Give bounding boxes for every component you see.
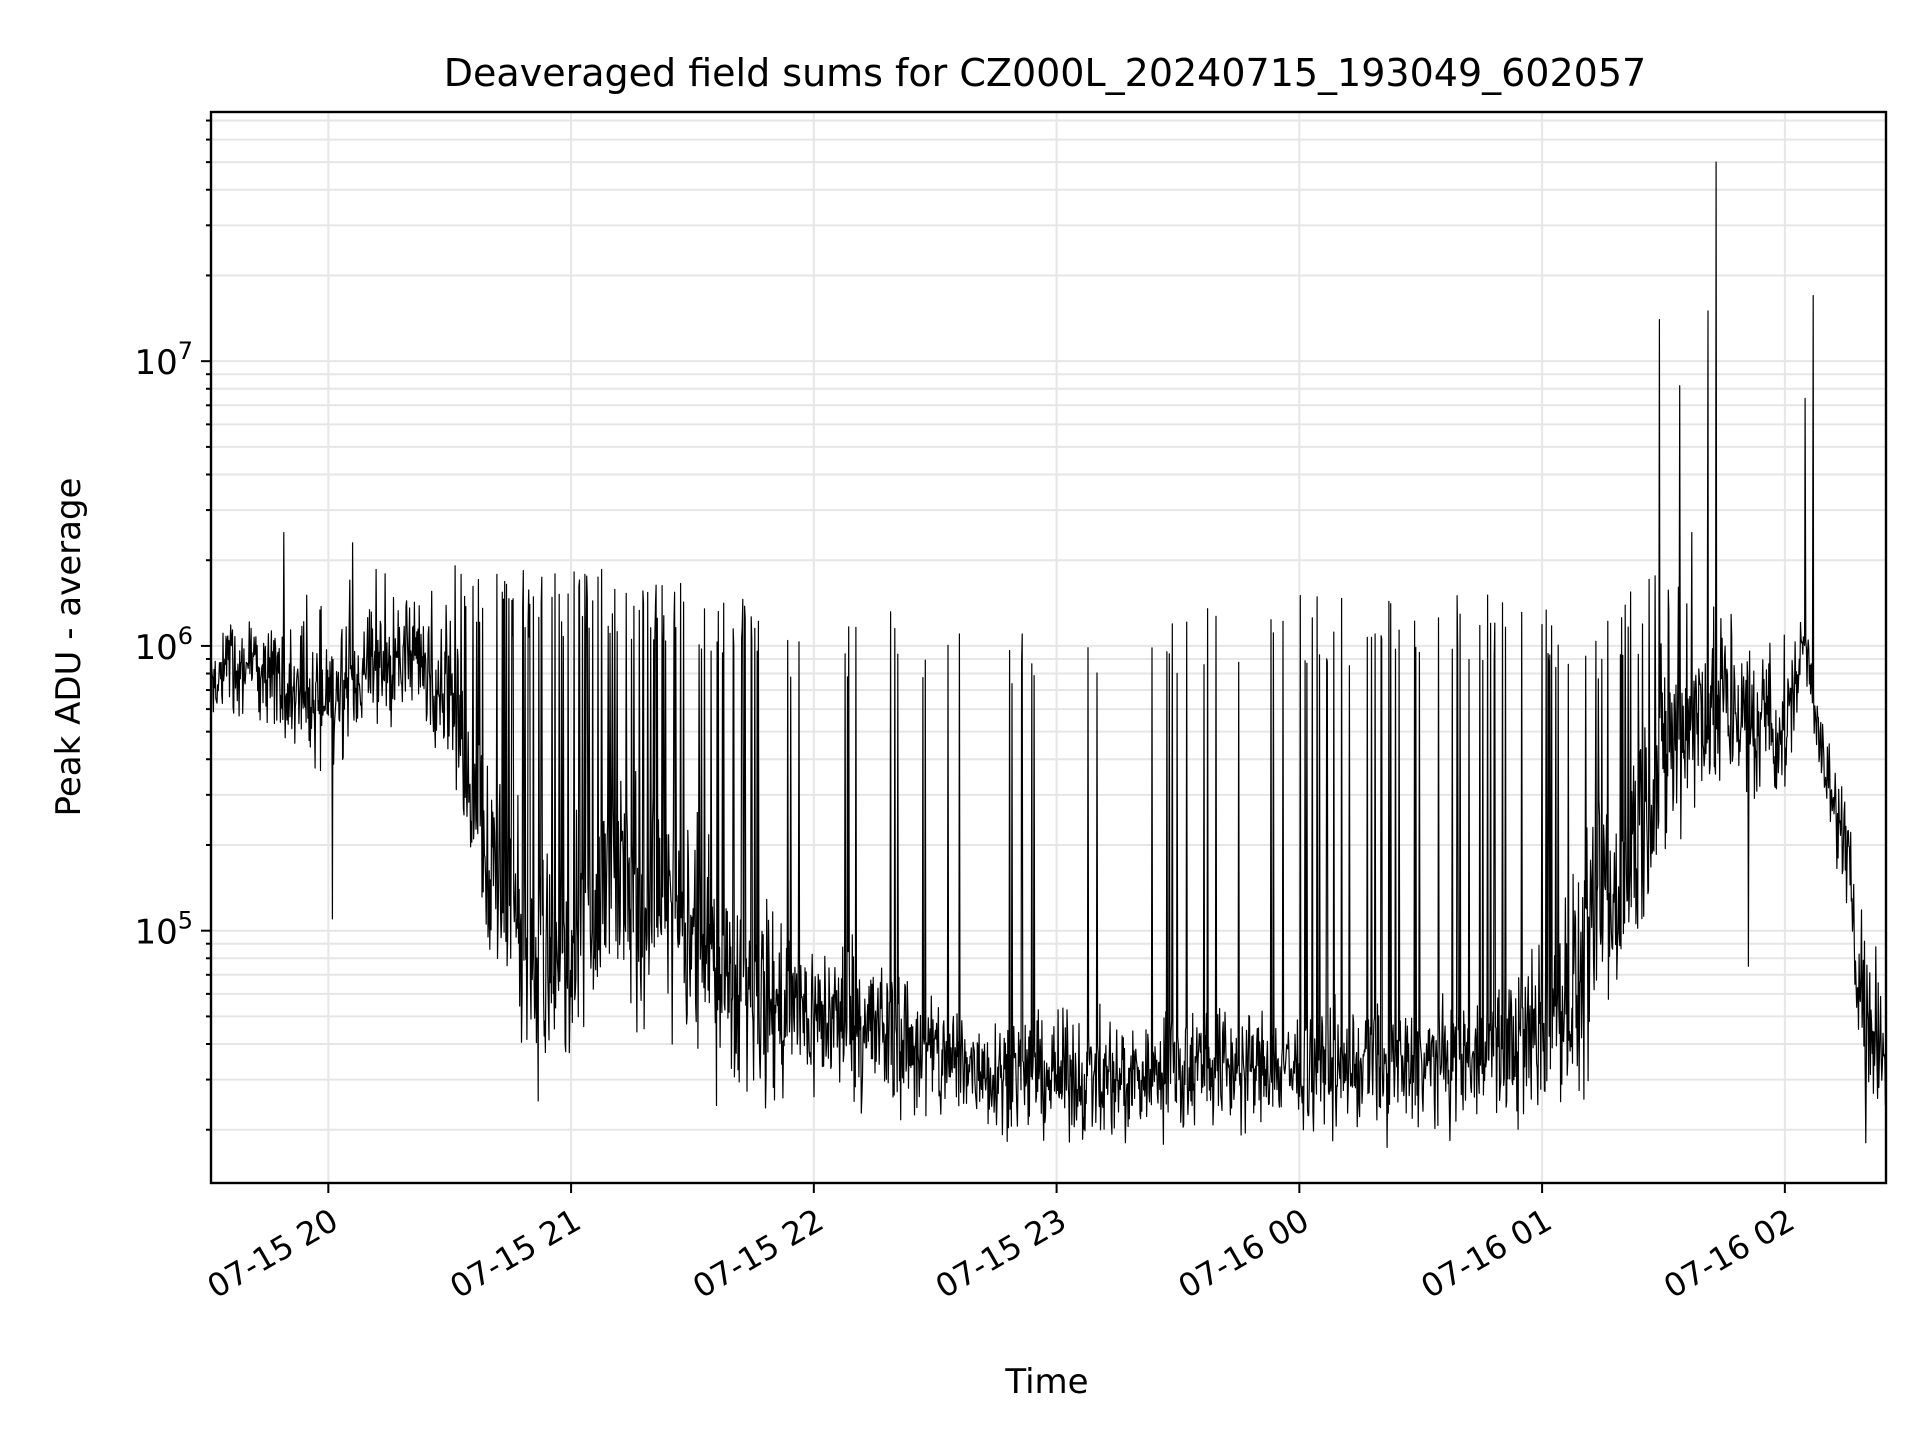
y-tick-label: 106 [134, 622, 193, 668]
x-tick-label: 07-15 20 [201, 1201, 345, 1306]
data-series [210, 161, 1887, 1148]
x-tick-label: 07-16 01 [1414, 1201, 1558, 1306]
plot-frame [209, 110, 1888, 1185]
x-tick-label: 07-15 22 [686, 1201, 830, 1306]
x-tick-label: 07-16 02 [1657, 1201, 1801, 1306]
y-tick-label: 105 [134, 907, 193, 953]
y-tick-label: 107 [134, 337, 193, 383]
y-axis-label: Peak ADU - average [49, 478, 89, 817]
grid-lines [211, 112, 1886, 1183]
x-tick-label: 07-15 23 [929, 1201, 1073, 1306]
chart-title: Deaveraged field sums for CZ000L_2024071… [444, 51, 1646, 95]
series-line [210, 161, 1887, 1148]
x-tick-label: 07-16 00 [1172, 1201, 1316, 1306]
x-axis-label: Time [1004, 1362, 1088, 1402]
x-tick-label: 07-15 21 [443, 1201, 587, 1306]
